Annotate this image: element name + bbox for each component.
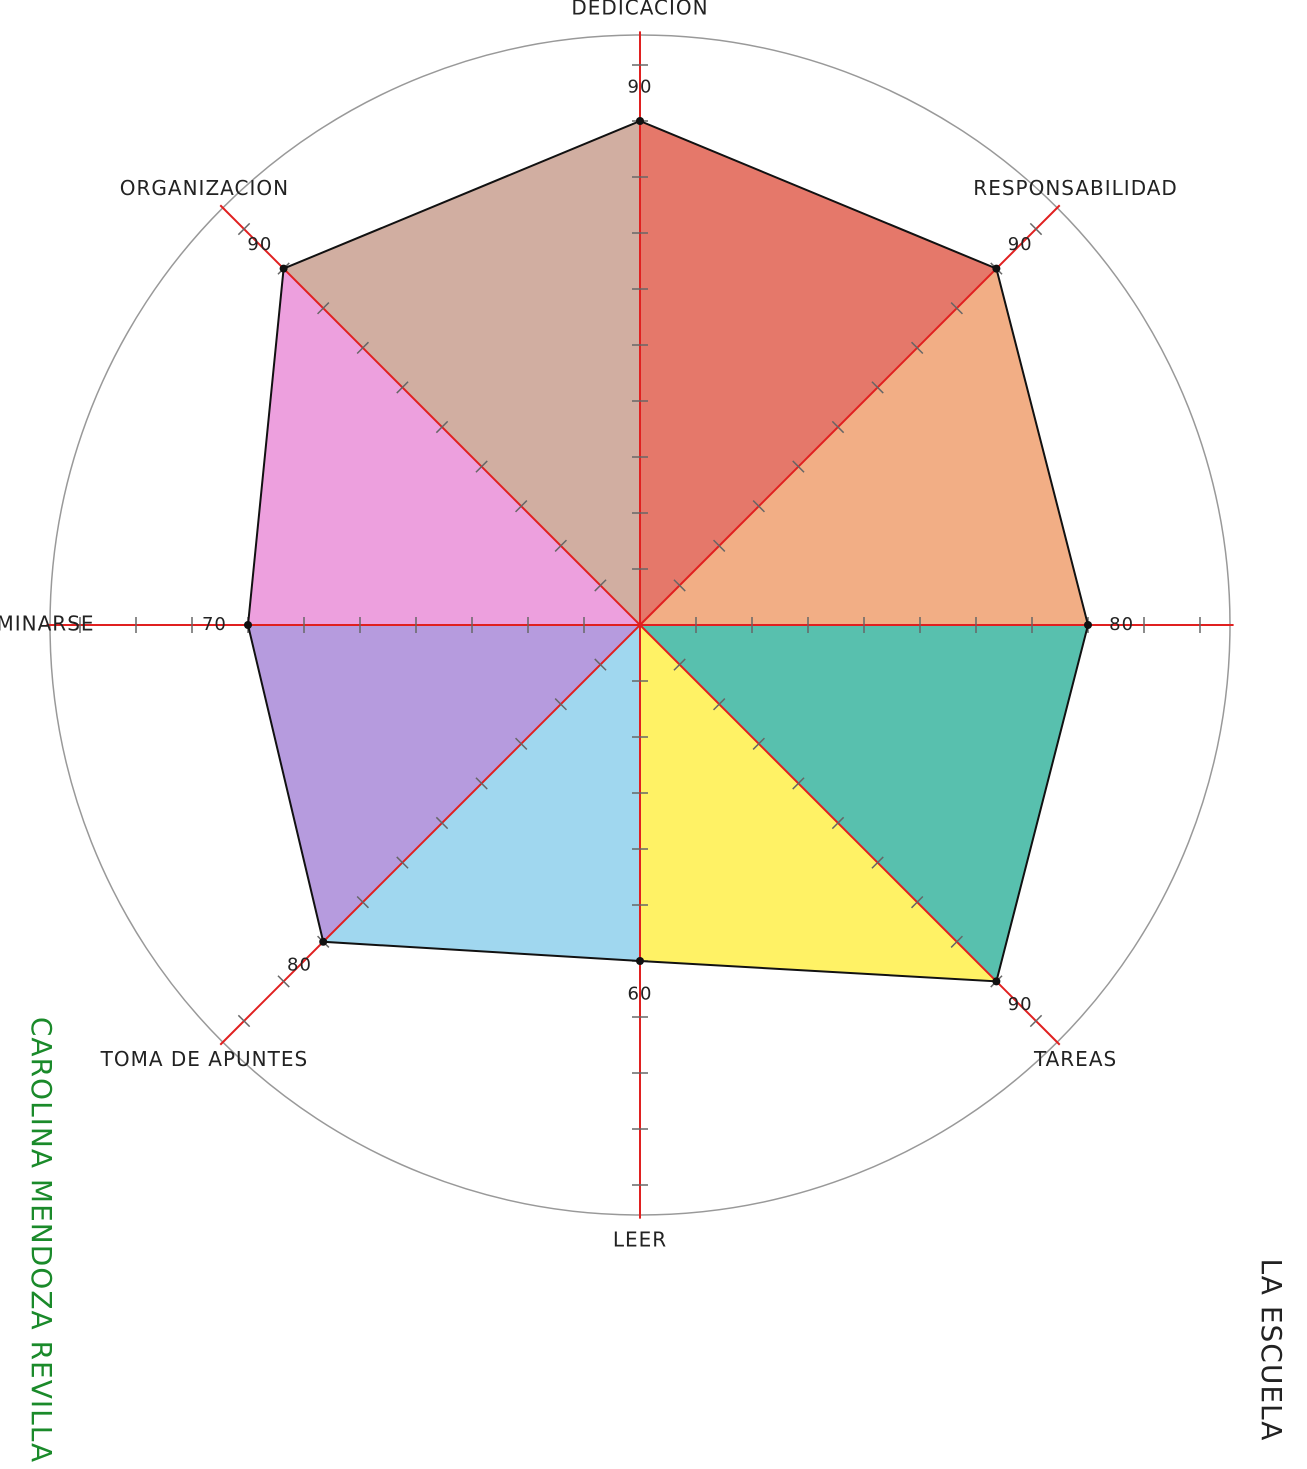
vertex (992, 264, 1001, 273)
sector (323, 625, 640, 961)
axis-line (219, 624, 641, 1046)
axis-label: RESPONSABILIDAD (973, 176, 1178, 200)
chart-title: LA ESCUELA (1255, 1259, 1288, 1442)
tick-mark (950, 935, 963, 948)
tick-mark (356, 895, 370, 909)
tick-mark (713, 698, 726, 711)
tick-mark (277, 975, 290, 988)
axis-label: ORGANIZACION (120, 176, 289, 200)
axis-line (219, 204, 641, 626)
tick-mark (792, 777, 805, 790)
value-label: 60 (628, 984, 653, 1005)
tick-mark (554, 539, 567, 552)
tick-mark (752, 500, 765, 513)
tick-mark (475, 460, 488, 473)
axis-line (639, 624, 1061, 1046)
axis-label: EXAMINARSE (0, 612, 95, 636)
sector (248, 268, 640, 625)
tick-mark (831, 420, 845, 434)
vertex (992, 977, 1001, 986)
tick-mark (1029, 1014, 1043, 1028)
vertex (636, 117, 644, 125)
tick-mark (515, 737, 528, 750)
vertex (279, 264, 288, 273)
value-label: 90 (1008, 994, 1033, 1015)
tick-mark (554, 698, 567, 711)
tick-mark (831, 816, 845, 830)
tick-mark (871, 856, 884, 869)
sector (283, 121, 640, 625)
tick-mark (713, 539, 726, 552)
value-label: 90 (247, 234, 272, 255)
tick-mark (673, 579, 686, 592)
value-label: 90 (628, 76, 653, 97)
sector (248, 625, 640, 942)
tick-mark (950, 302, 963, 315)
axis-label: TAREAS (1033, 1047, 1117, 1071)
sector (640, 625, 1088, 982)
vertex (636, 957, 644, 965)
tick-mark (356, 341, 370, 355)
axis-line (639, 204, 1061, 626)
value-label: 90 (1008, 234, 1033, 255)
vertex (1084, 621, 1092, 629)
tick-mark (910, 895, 924, 909)
tick-mark (752, 737, 765, 750)
tick-mark (317, 302, 330, 315)
tick-mark (435, 816, 449, 830)
value-label: 80 (1109, 614, 1134, 635)
sector (640, 121, 997, 625)
vertex (319, 937, 328, 946)
tick-mark (237, 1014, 251, 1028)
tick-mark (792, 460, 805, 473)
tick-mark (435, 420, 449, 434)
author: CAROLINA MENDOZA REVILLA (25, 1017, 58, 1463)
tick-mark (871, 381, 884, 394)
tick-mark (594, 579, 607, 592)
tick-mark (475, 777, 488, 790)
tick-mark (237, 222, 251, 236)
tick-mark (673, 658, 686, 671)
tick-mark (910, 341, 924, 355)
axis-label: LEER (613, 1228, 667, 1252)
tick-mark (396, 381, 409, 394)
value-label: 80 (287, 955, 312, 976)
tick-mark (515, 500, 528, 513)
tick-mark (1029, 222, 1043, 236)
axis-label: DEDICACION (571, 0, 708, 20)
axis-label: TOMA DE APUNTES (100, 1047, 309, 1071)
sector (640, 268, 1088, 625)
tick-mark (396, 856, 409, 869)
value-label: 70 (202, 614, 227, 635)
vertex (244, 621, 252, 629)
tick-mark (594, 658, 607, 671)
